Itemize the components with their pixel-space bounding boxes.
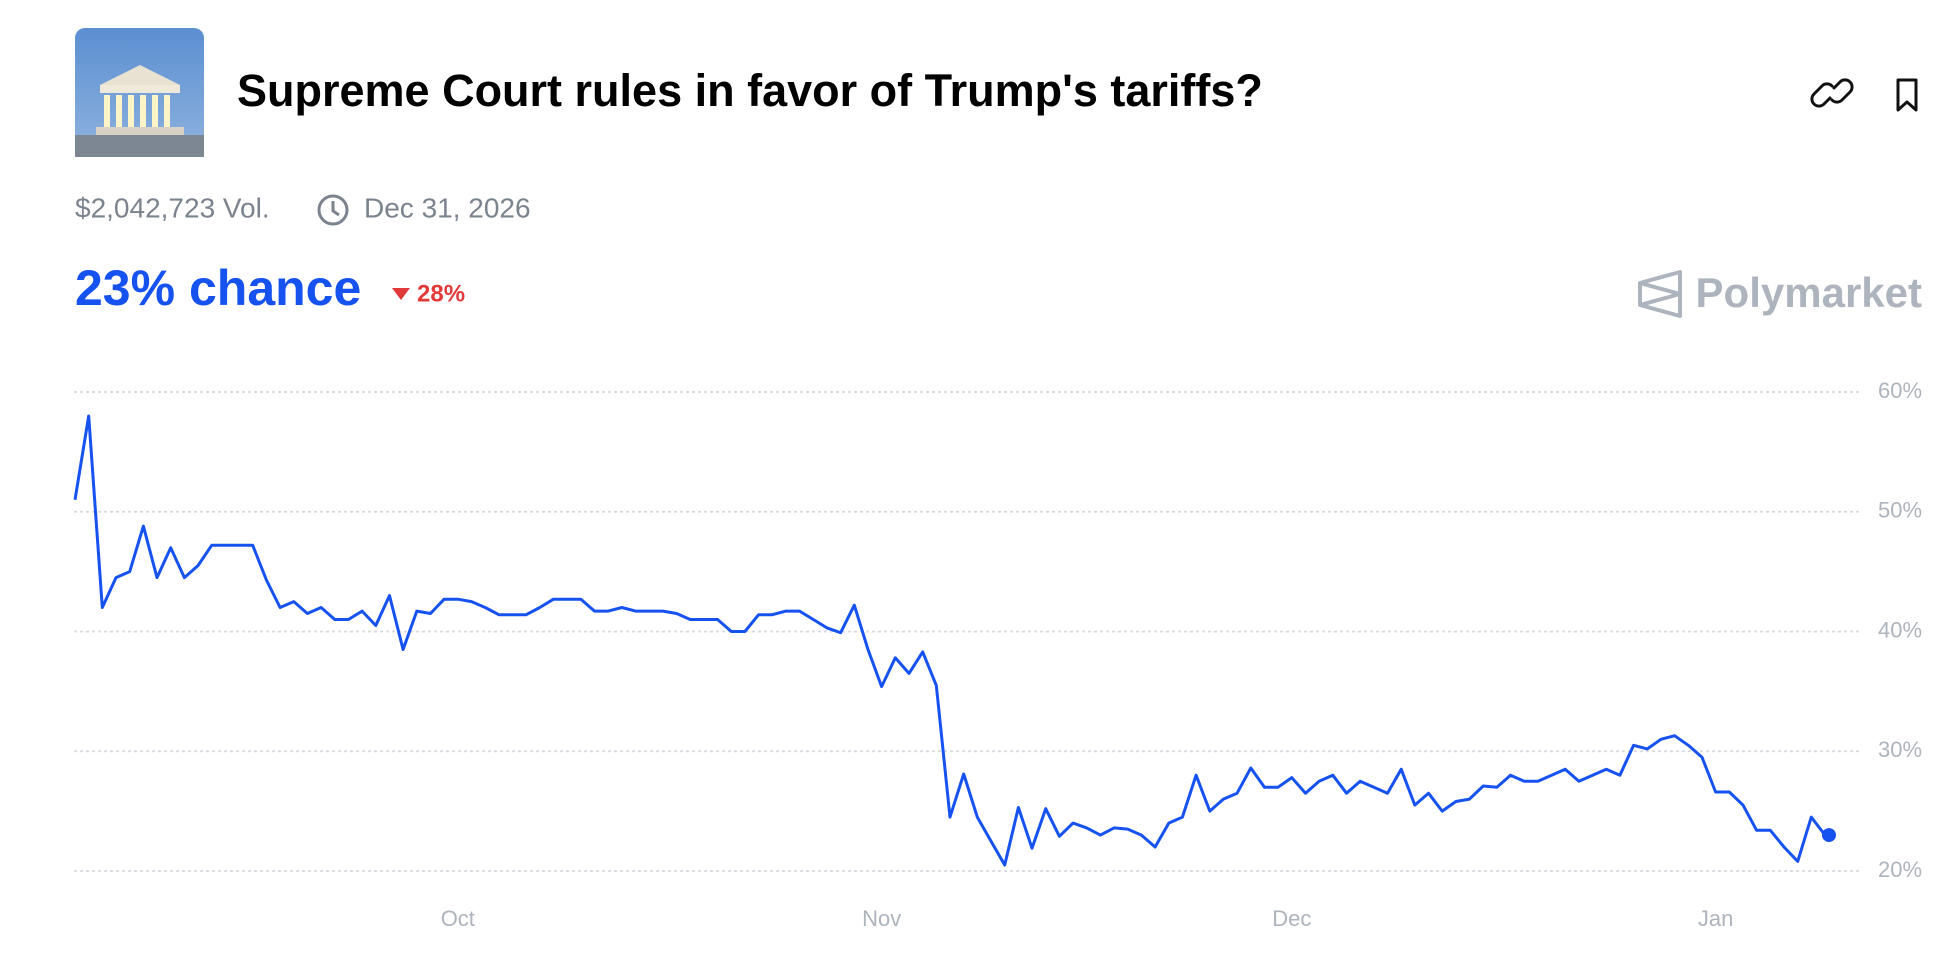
market-title: Supreme Court rules in favor of Trump's …: [237, 65, 1263, 116]
chance: 23% chance: [75, 260, 361, 316]
y-tick-label: 20%: [1878, 857, 1922, 882]
brand-logo: [1638, 270, 1682, 318]
x-tick-label: Oct: [441, 906, 475, 931]
end-date: Dec 31, 2026: [364, 192, 531, 223]
brand: Polymarket: [1696, 269, 1922, 316]
y-tick-label: 40%: [1878, 617, 1922, 642]
y-tick-label: 60%: [1878, 378, 1922, 403]
change: 28%: [417, 280, 465, 307]
y-tick-label: 30%: [1878, 737, 1922, 762]
y-tick-label: 50%: [1878, 498, 1922, 523]
link-button[interactable]: [1810, 78, 1854, 108]
down-arrow: [392, 288, 410, 300]
x-tick-label: Nov: [862, 906, 901, 931]
price-line: [73, 414, 1827, 867]
current-point: [1822, 828, 1836, 843]
x-tick-label: Dec: [1272, 906, 1311, 931]
x-tick-label: Jan: [1698, 906, 1733, 931]
volume: $2,042,723 Vol.: [75, 192, 270, 223]
bookmark-button[interactable]: [1896, 78, 1918, 112]
thumbnail: [75, 28, 204, 157]
clock-icon: [317, 194, 349, 226]
